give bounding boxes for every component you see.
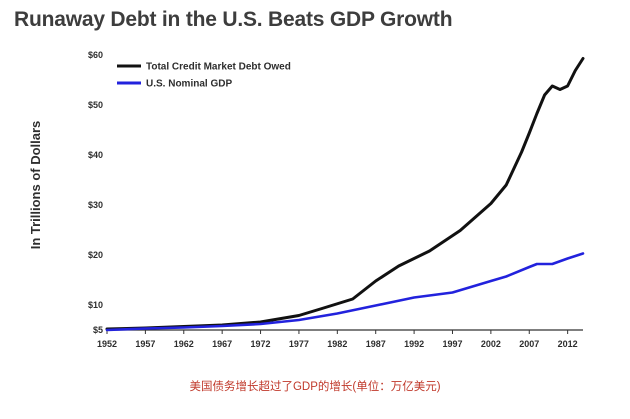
chart-caption: 美国债务增长超过了GDP的增长(单位：万亿美元) [189, 381, 441, 393]
legend-label-gdp: U.S. Nominal GDP [146, 79, 232, 90]
series-line-debt [105, 57, 585, 331]
x-tick-label: 1957 [135, 339, 155, 349]
y-tick-label: $40 [88, 150, 103, 160]
x-tick-label: 1962 [174, 339, 194, 349]
x-tick-label: 1967 [212, 339, 232, 349]
x-tick-label: 2002 [481, 339, 501, 349]
y-tick-label: $60 [88, 50, 103, 60]
x-tick-label: 1972 [251, 339, 271, 349]
chart-title: Runaway Debt in the U.S. Beats GDP Growt… [14, 8, 453, 31]
x-tick-label: 1977 [289, 339, 309, 349]
y-tick-label: $30 [88, 200, 103, 210]
x-tick-label: 1997 [442, 339, 462, 349]
y-tick-label: $10 [88, 300, 103, 310]
y-tick-label: $50 [88, 100, 103, 110]
y-tick-label: $20 [88, 250, 103, 260]
y-axis-label: In Trillions of Dollars [28, 121, 43, 250]
x-tick-label: 2007 [519, 339, 539, 349]
series-line-gdp [105, 252, 585, 332]
x-tick-label: 1987 [366, 339, 386, 349]
axes: 1952 1957 1962 1967 1972 1977 1982 1987 1992 1997… [88, 50, 583, 349]
x-tick-label: 1992 [404, 339, 424, 349]
series-layer [105, 57, 585, 332]
x-tick-label: 1982 [327, 339, 347, 349]
y-tick-label: $5 [93, 325, 103, 335]
legend: Total Credit Market Debt Owed U.S. Nomina… [117, 62, 291, 90]
x-tick-label: 1952 [97, 339, 117, 349]
x-tick-label: 2012 [558, 339, 578, 349]
legend-label-debt: Total Credit Market Debt Owed [146, 62, 291, 73]
